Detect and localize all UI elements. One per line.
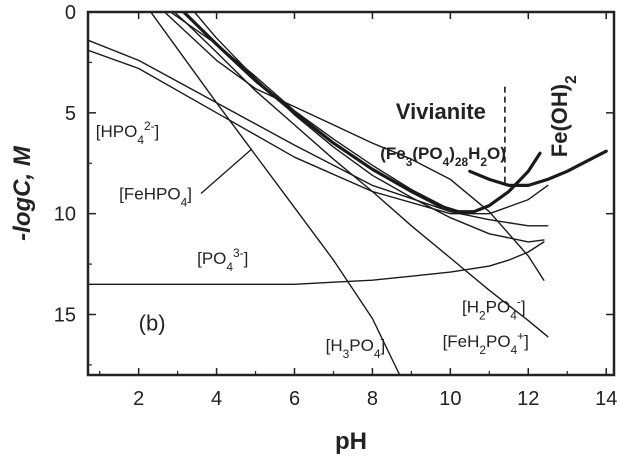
series-1-line bbox=[163, 12, 545, 281]
annotation-label: [PO43-] bbox=[197, 246, 248, 274]
x-tick-label: 2 bbox=[133, 388, 144, 410]
x-tick-label: 10 bbox=[439, 388, 461, 410]
y-tick-label: 5 bbox=[65, 103, 76, 125]
plot-frame bbox=[86, 10, 616, 377]
callout-line bbox=[200, 148, 253, 194]
annotation-label: [FeH2PO4+] bbox=[443, 329, 529, 357]
annotation-label: Fe(OH)2 bbox=[547, 75, 580, 157]
series-4-line bbox=[88, 39, 549, 227]
x-axis-label: pH bbox=[335, 428, 367, 455]
annotation-label: (Fe3(PO4)28H2O) bbox=[380, 144, 506, 169]
x-tick-label: 14 bbox=[595, 388, 617, 410]
y-tick-label: 0 bbox=[65, 2, 76, 24]
tick-layer: 2 4 6 8 10 12 14 0 5 10 15 bbox=[54, 2, 617, 410]
series-8-line bbox=[149, 12, 401, 375]
x-tick-label: 8 bbox=[367, 388, 378, 410]
series-10-line bbox=[468, 149, 608, 187]
curves-layer bbox=[88, 12, 608, 375]
series-5-line bbox=[88, 49, 549, 215]
series-7-line bbox=[88, 241, 545, 285]
annotation-label: [H3PO4] bbox=[326, 336, 386, 361]
annotation-label: [HPO42-] bbox=[96, 119, 160, 147]
y-tick-label: 10 bbox=[54, 204, 76, 226]
annotation-label: [FeHPO4] bbox=[119, 185, 192, 210]
series-2-line bbox=[173, 12, 549, 338]
x-tick-label: 6 bbox=[289, 388, 300, 410]
annotation-label: Vivianite bbox=[396, 99, 486, 124]
y-axis-label: -logC, M bbox=[9, 145, 36, 241]
annotation-layer: [HPO42-] [FeHPO4] [PO43-] [H3PO4] [FeH2PO4+]… bbox=[96, 75, 580, 360]
x-tick-label: 4 bbox=[211, 388, 222, 410]
x-tick-label: 12 bbox=[517, 388, 539, 410]
annotation-label: [H2PO4-] bbox=[462, 294, 526, 322]
panel-label: (b) bbox=[139, 311, 166, 336]
y-tick-label: 15 bbox=[54, 305, 76, 327]
series-9-line bbox=[181, 12, 542, 214]
